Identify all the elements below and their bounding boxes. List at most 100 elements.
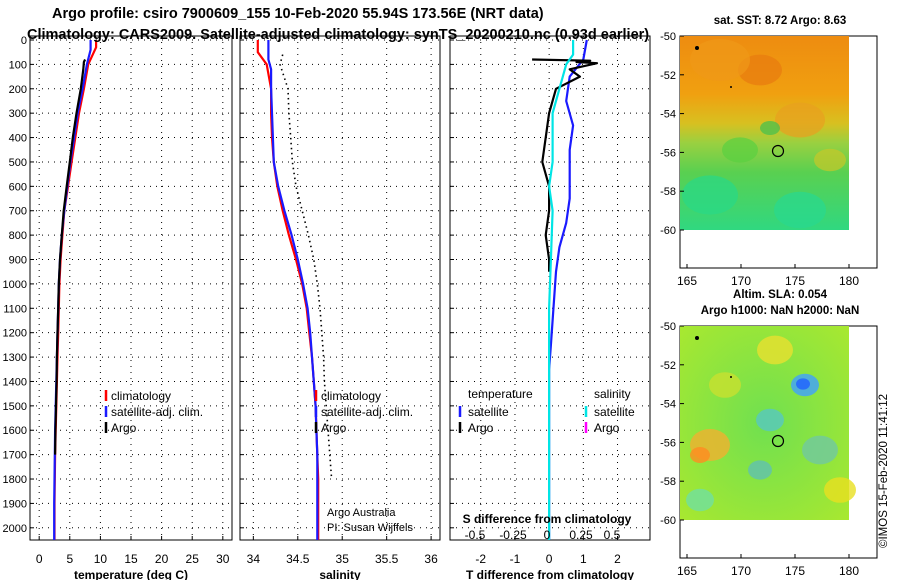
sla-blotch bbox=[748, 460, 772, 480]
temperature-xtick-label: 25 bbox=[186, 552, 200, 566]
depth-tick-label: 0 bbox=[21, 35, 27, 47]
depth-tick-label: 1500 bbox=[3, 401, 27, 413]
temperature-xlabel: temperature (deg C) bbox=[74, 568, 188, 580]
sla-lon-label: 180 bbox=[839, 564, 859, 578]
salinity-difference-tick: 0.5 bbox=[604, 528, 621, 542]
sla-blotch bbox=[709, 372, 741, 398]
sla-lat-label: -60 bbox=[660, 515, 676, 527]
sst-lon-label: 180 bbox=[839, 274, 859, 288]
sla-blotch bbox=[802, 435, 838, 465]
sla-map-title: Argo h1000: NaN h2000: NaN bbox=[701, 305, 860, 317]
difference-xtick-label: 1 bbox=[580, 552, 587, 566]
pi-note: PI: Susan Wijffels bbox=[327, 522, 413, 534]
temperature-xtick-label: 20 bbox=[155, 552, 169, 566]
sst-argo-location-marker bbox=[771, 144, 785, 158]
profile-panels: 0100200300400500600700800900100011001200… bbox=[3, 35, 651, 580]
temperature-xtick-label: 5 bbox=[66, 552, 73, 566]
sst-lon-label: 175 bbox=[785, 274, 805, 288]
depth-tick-label: 800 bbox=[9, 230, 27, 242]
sla-lat-label: -52 bbox=[660, 360, 676, 372]
depth-tick-label: 900 bbox=[9, 255, 27, 267]
sst-land-mark bbox=[695, 46, 699, 50]
temperature-xtick-label: 15 bbox=[124, 552, 138, 566]
salinity-xtick-label: 36 bbox=[424, 552, 438, 566]
sla-lat-label: -50 bbox=[660, 321, 676, 333]
salinity-difference-tick: 0 bbox=[544, 528, 551, 542]
sst-lat-label: -54 bbox=[660, 109, 676, 121]
depth-tick-label: 600 bbox=[9, 181, 27, 193]
depth-tick-label: 1400 bbox=[3, 376, 27, 388]
imos-timestamp: ©IMOS 15-Feb-2020 11:41:12 bbox=[878, 393, 890, 548]
map-sst: -50 -52 -54 -56 -58 -60 165 170 175 180 sat. SST: … bbox=[660, 15, 878, 288]
sst-blotch bbox=[682, 175, 738, 215]
temperature-legend-label: climatology bbox=[111, 389, 171, 403]
difference-xlabel: T difference from climatology bbox=[466, 568, 634, 580]
sst-blotch bbox=[690, 39, 750, 81]
argo-australia-note: Argo Australia bbox=[327, 507, 396, 519]
sla-lon-label: 165 bbox=[677, 564, 697, 578]
difference-legend-label: satellite bbox=[594, 405, 635, 419]
temperature-legend-label: satellite-adj. clim. bbox=[111, 405, 203, 419]
legend-title-salinity: salinity bbox=[594, 387, 631, 401]
sla-lat-label: -56 bbox=[660, 437, 676, 449]
salinity-xlabel: salinity bbox=[319, 568, 361, 580]
difference-legend-label: Argo bbox=[594, 421, 620, 435]
difference-xtick-label: -1 bbox=[510, 552, 521, 566]
depth-tick-label: 1600 bbox=[3, 425, 27, 437]
sla-lon-label: 175 bbox=[785, 564, 805, 578]
sla-blotch bbox=[796, 378, 810, 390]
depth-tick-label: 200 bbox=[9, 84, 27, 96]
figure-title-line1: Argo profile: csiro 7900609_155 10-Feb-2… bbox=[52, 6, 544, 22]
salinity-difference-label: S difference from climatology bbox=[463, 512, 632, 526]
difference-xtick-label: 2 bbox=[614, 552, 621, 566]
sst-blotch bbox=[722, 137, 758, 163]
sla-land-mark bbox=[695, 336, 699, 340]
sst-lat-label: -52 bbox=[660, 70, 676, 82]
sst-map-title: sat. SST: 8.72 Argo: 8.63 bbox=[714, 15, 847, 27]
panel-temperature: 0100200300400500600700800900100011001200… bbox=[3, 35, 233, 580]
salinity-xtick-label: 34 bbox=[247, 552, 261, 566]
panel-difference: -2 -1 0 1 2 T difference from climatology temp… bbox=[449, 35, 651, 580]
salinity-xtick-label: 35 bbox=[336, 552, 350, 566]
temperature-legend-label: Argo bbox=[111, 421, 137, 435]
depth-tick-label: 2000 bbox=[3, 523, 27, 535]
sst-blotch bbox=[774, 191, 826, 229]
sla-blotch bbox=[824, 477, 856, 503]
salinity-legend-label: satellite-adj. clim. bbox=[321, 405, 413, 419]
sst-lon-label: 165 bbox=[677, 274, 697, 288]
sla-blotch bbox=[757, 335, 793, 365]
temperature-xtick-label: 0 bbox=[36, 552, 43, 566]
sst-blotch bbox=[814, 148, 846, 172]
sst-lat-label: -58 bbox=[660, 186, 676, 198]
panel-salinity: 34 34.5 35 35.5 36 salinity climatology satelli… bbox=[239, 35, 441, 580]
difference-legend-label: satellite bbox=[468, 405, 509, 419]
difference-xtick-label: 0 bbox=[546, 552, 553, 566]
depth-tick-label: 500 bbox=[9, 157, 27, 169]
depth-tick-label: 1300 bbox=[3, 352, 27, 364]
sst-blotch bbox=[760, 121, 780, 135]
sla-lon-label: 170 bbox=[731, 564, 751, 578]
depth-tick-label: 1800 bbox=[3, 474, 27, 486]
difference-series-salinity-satellite bbox=[547, 40, 575, 540]
sla-argo-location-marker bbox=[771, 434, 785, 448]
temperature-series-argo bbox=[54, 59, 87, 455]
sst-lat-label: -56 bbox=[660, 147, 676, 159]
salinity-legend-label: climatology bbox=[321, 389, 381, 403]
salinity-xtick-label: 34.5 bbox=[286, 552, 310, 566]
difference-xtick-label: -2 bbox=[475, 552, 486, 566]
sst-blotch bbox=[775, 102, 825, 138]
depth-tick-label: 1100 bbox=[3, 303, 27, 315]
depth-tick-label: 1900 bbox=[3, 498, 27, 510]
sla-land-mark bbox=[730, 376, 732, 378]
depth-tick-label: 100 bbox=[9, 59, 27, 71]
depth-tick-label: 300 bbox=[9, 108, 27, 120]
salinity-series-argo bbox=[279, 54, 333, 480]
map-sla: -50 -52 -54 -56 -58 -60 165 170 175 180 Altim. SLA… bbox=[660, 289, 878, 578]
figure-title-line2: Climatology: CARS2009. Satellite-adjuste… bbox=[27, 27, 650, 43]
sst-lon-label: 170 bbox=[731, 274, 751, 288]
temperature-xtick-label: 30 bbox=[216, 552, 230, 566]
depth-tick-label: 1000 bbox=[3, 279, 27, 291]
sla-lat-label: -54 bbox=[660, 399, 676, 411]
legend-title-temperature: temperature bbox=[468, 387, 533, 401]
salinity-difference-tick: -0.5 bbox=[465, 528, 486, 542]
